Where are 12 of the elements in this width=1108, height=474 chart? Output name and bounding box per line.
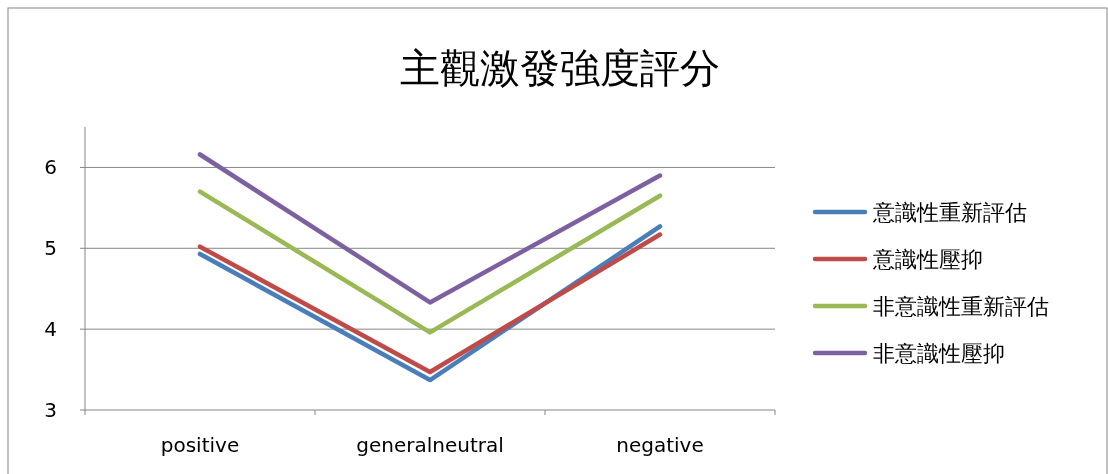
y-tick-label: 5: [44, 236, 57, 261]
x-tick-label: generalneutral: [356, 433, 504, 457]
y-tick-label: 6: [44, 155, 57, 180]
y-tick-label: 3: [44, 398, 57, 422]
legend-label: 意識性重新評估: [872, 200, 1027, 225]
legend-label: 非意識性重新評估: [873, 294, 1049, 319]
legend-label: 意識性壓抑: [872, 247, 983, 272]
x-tick-label: positive: [160, 433, 240, 457]
x-tick-label: negative: [616, 433, 704, 457]
y-tick-label: 4: [44, 317, 57, 342]
chart-title: 主觀激發強度評分: [400, 45, 720, 91]
legend-label: 非意識性壓抑: [873, 341, 1005, 366]
